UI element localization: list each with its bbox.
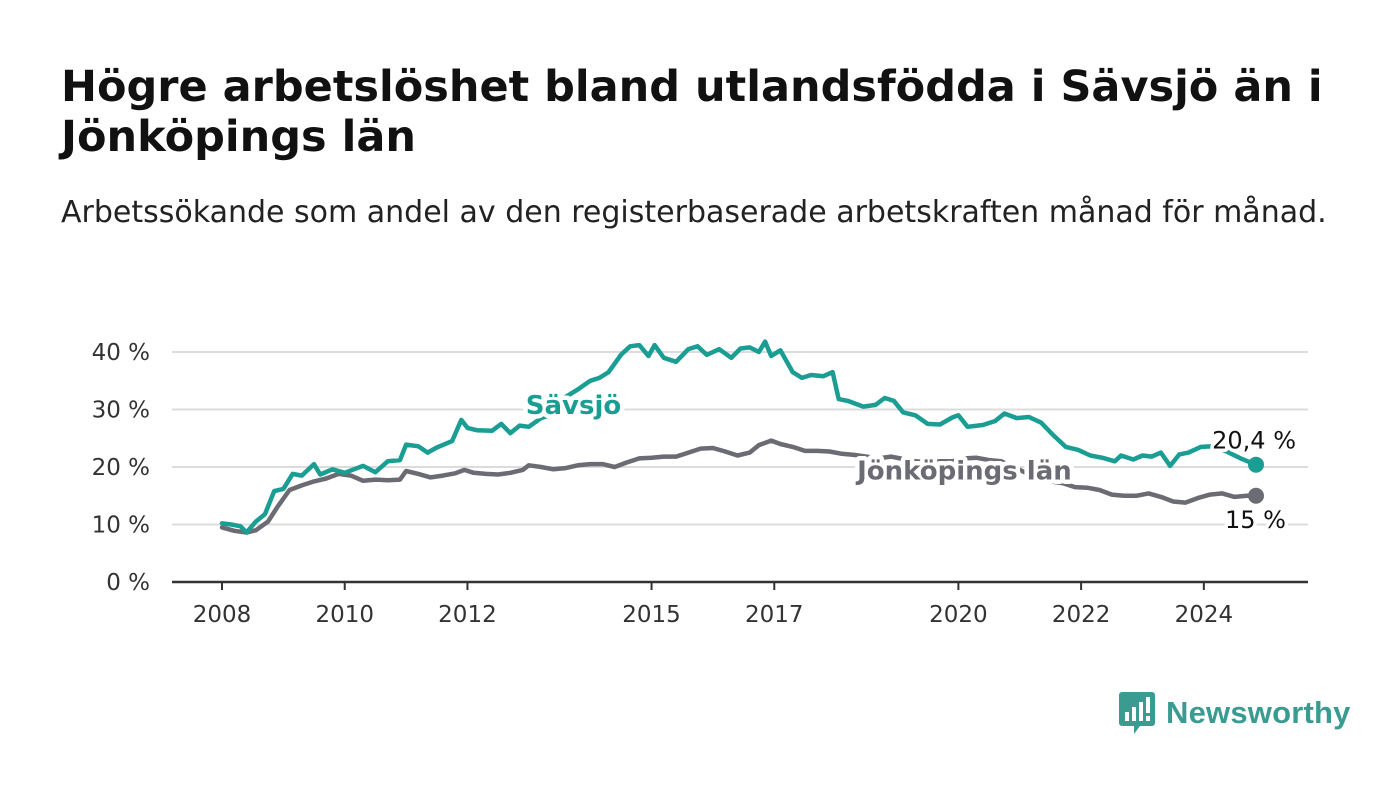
x-tick-label: 2024 (1175, 602, 1234, 628)
chart-title: Högre arbetslöshet bland utlandsfödda i … (61, 62, 1323, 162)
end-marker-jonkoping (1248, 487, 1264, 504)
brand-name: Newsworthy (1166, 695, 1351, 730)
newsworthy-logo: Newsworthy (1118, 690, 1351, 736)
x-tick-label: 2020 (929, 602, 988, 628)
x-tick-label: 2012 (438, 602, 497, 628)
y-tick-label: 30 % (92, 398, 150, 424)
x-tick-label: 2022 (1052, 602, 1111, 628)
series-label-jonkoping: Jönköpings län (855, 457, 1072, 487)
series-line-savsjo (219, 339, 1259, 535)
chart-subtitle: Arbetssökande som andel av den registerb… (61, 195, 1327, 230)
y-tick-label: 20 % (92, 455, 150, 481)
x-tick-label: 2010 (315, 602, 374, 628)
gridlines (172, 351, 1308, 526)
y-axis-labels: 0 % 10 % 20 % 30 % 40 % (92, 340, 150, 596)
x-tick-label: 2017 (745, 602, 804, 628)
series-line-jonkoping (219, 438, 1259, 535)
y-tick-label: 0 % (106, 570, 150, 596)
end-markers: 20,4 % 15 % (1209, 423, 1300, 537)
end-value-label-savsjo: 20,4 % (1212, 427, 1296, 455)
x-tick-label: 2008 (193, 602, 252, 628)
y-tick-label: 40 % (92, 340, 150, 366)
series-lines (219, 339, 1259, 535)
end-marker-savsjo (1248, 456, 1264, 473)
series-labels: Sävsjö Jönköpings län (521, 387, 1076, 492)
y-tick-label: 10 % (92, 513, 150, 539)
x-tick-label: 2015 (622, 602, 681, 628)
newsworthy-bars-icon (1119, 692, 1155, 734)
end-value-label-jonkoping: 15 % (1225, 506, 1286, 534)
series-label-savsjo: Sävsjö (526, 391, 621, 421)
x-axis: 2008 2010 2012 2015 2017 2020 2022 2024 (172, 580, 1308, 628)
